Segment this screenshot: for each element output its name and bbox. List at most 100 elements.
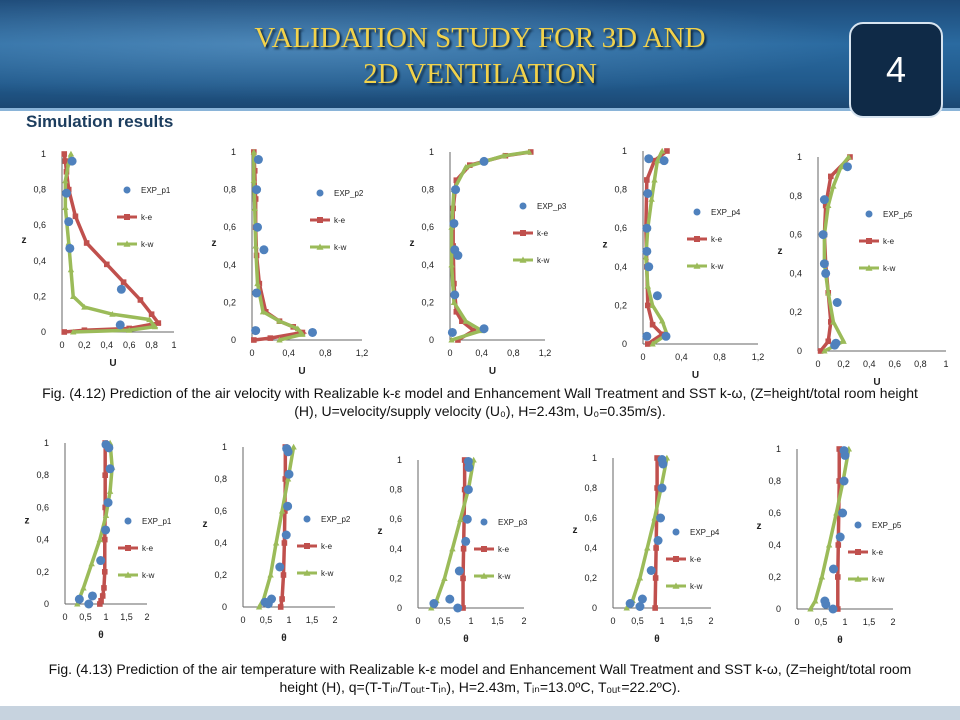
chart7-ke-marker [282,476,289,482]
chart1-xtick-label: 0,8 [145,340,158,350]
chart7-legend-ke-marker [304,543,310,549]
chart3-legend-ke-label: k-e [537,229,549,238]
chart8-exp-point [461,536,471,546]
chart9-kw-marker [644,544,651,551]
chart6-ytick-label: 0 [44,599,49,609]
chart7-exp-point [284,469,294,479]
chart3-kw-marker [448,261,455,268]
chart6-xlabel: θ [98,630,103,641]
header-glow [0,0,960,110]
chart2-exp-point [259,245,269,255]
velocity-caption: Fig. (4.12) Prediction of the air veloci… [42,385,918,419]
chart6-exp-point [74,594,84,604]
chart8-legend-exp-marker [480,518,488,526]
chart1-ke-marker [104,261,110,268]
chart3-kw-marker [462,318,470,324]
chart7-ytick-label: 0,2 [214,570,227,580]
chart3-ke-marker [455,337,461,343]
chart10-ke-marker [835,542,842,548]
chart1-ytick-label: 0,4 [33,256,46,266]
chart3-exp-point [479,156,489,166]
chart7-ytick-label: 0,6 [214,506,227,516]
chart9-ytick-label: 0,6 [584,513,597,523]
chart10-xtick-label: 1,5 [863,617,876,627]
chart8-exp-point [429,599,439,609]
chart2-kw-marker [299,331,306,337]
chart3-exp-point [453,250,463,260]
chart5-kw-marker [830,318,837,325]
chart6-legend-ke-marker [125,545,131,551]
chart8-legend-kw-marker [480,572,488,579]
chart8-ytick-label: 0,6 [389,514,402,524]
slide-number-badge: 4 [849,22,943,118]
chart6-ke-marker [101,585,107,591]
chart2-ytick-label: 0,2 [223,297,236,307]
chart6-kw-marker [102,512,110,519]
chart10-xtick-label: 0 [794,617,799,627]
chart8-kw-line [429,459,476,610]
chart4-kw-marker [658,147,666,154]
chart8-ytick-label: 1 [397,455,402,465]
chart4-legend-kw-label: k-w [711,262,724,271]
chart6-ke-marker [101,536,108,543]
chart8-kw-marker [441,575,448,581]
header-banner [0,0,960,110]
chart7-kw-marker [267,571,274,578]
chart5-ytick-label: 0,4 [789,268,802,278]
chart7-ke-marker [281,540,288,546]
chart10-ytick-label: 1 [776,444,781,454]
chart7-ke-marker [279,596,285,602]
chart6-legend-ke-label: k-e [142,544,154,553]
chart5-ke-marker [828,319,834,325]
chart10-legend-kw-label: k-w [872,575,885,584]
chart6-xtick-label: 0 [62,612,67,622]
chart9-exp-point [653,536,663,545]
chart4-legend-kw-marker [693,262,701,269]
chart7-exp-point [283,447,293,457]
chart1-ytick-label: 0,6 [33,220,46,230]
chart2-kw-marker [276,336,283,343]
chart8-kw-marker [449,545,456,552]
chart3-ke-marker [453,177,460,183]
chart1-exp-point [64,217,74,227]
chart3-exp-point [479,324,489,334]
chart9-xtick-label: 0,5 [631,616,644,626]
chart1-ylabel: z [22,235,27,246]
chart3-exp-point [451,185,461,195]
chart3-ke-marker [459,318,465,324]
chart3-exp-point [447,327,457,337]
chart6-xtick-label: 0,5 [79,612,92,622]
chart5-xtick-label: 0,4 [863,359,876,369]
chart3-kw-marker [525,148,533,155]
chart10-ke-line [836,449,841,609]
chart2-legend-kw-marker [316,243,324,250]
chart7-ke-line [278,447,288,608]
chart9-ke-line [653,458,659,609]
chart7-exp-point [281,530,291,540]
chart5-kw-line [822,155,851,353]
chart8-kw-marker [428,604,435,611]
chart5-legend-exp-marker [865,210,873,218]
chart9-exp-point [635,602,645,611]
chart7-legend-exp-marker [303,515,311,523]
chart2-ytick-label: 0,6 [223,222,236,232]
chart8-legend-exp-label: EXP_p3 [498,518,528,527]
chart3-exp-point [450,290,460,300]
chart6-exp-point [105,464,115,474]
chart10-kw-marker [825,541,833,548]
chart1-kw-marker [70,328,77,335]
chart3-ytick-label: 0 [429,335,434,345]
chart1-legend-kw-marker [123,240,131,247]
chart4-kw-marker [649,340,656,347]
chart4-exp-point [659,156,669,166]
chart3-ke-marker [453,309,460,315]
footer-bar [0,706,960,720]
chart4-xtick-label: 0,4 [675,352,688,362]
chart10-exp-point [828,564,838,574]
chart6-exp-point [101,525,111,535]
chart2-kw-marker [259,308,267,315]
chart6-ke-marker [98,597,104,604]
chart7-exp-point [275,562,285,572]
chart1-ytick-label: 0,2 [33,291,46,301]
